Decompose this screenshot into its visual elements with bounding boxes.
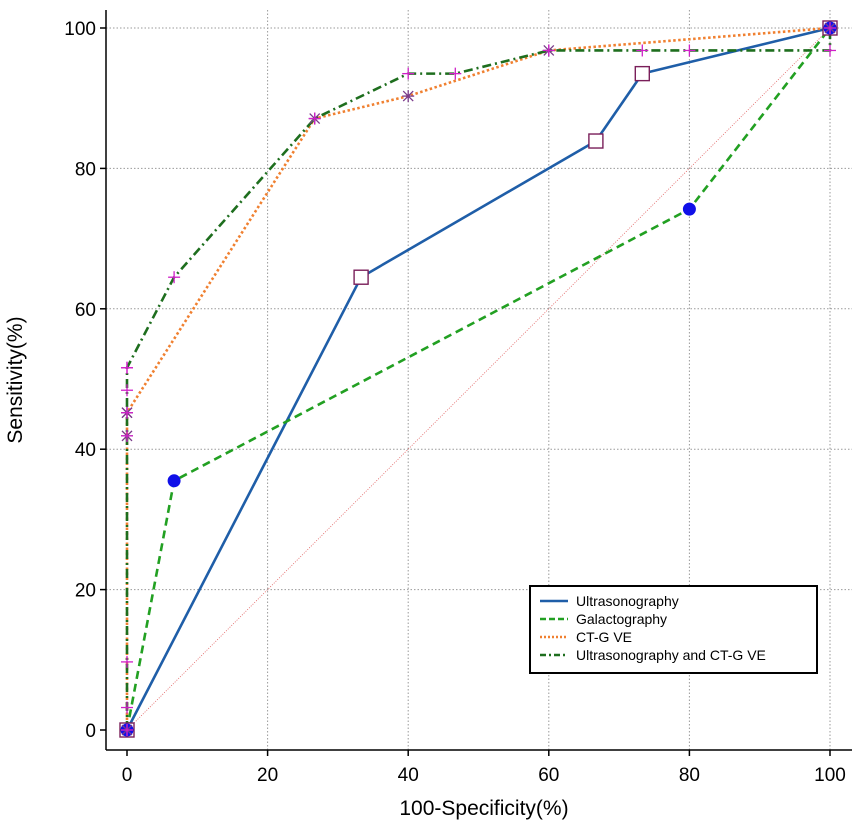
legend-label-1: Ultrasonography [576, 593, 679, 609]
x-tick-label: 40 [398, 765, 419, 786]
x-tick-label: 60 [538, 765, 559, 786]
asterisk-stroke [402, 90, 414, 102]
data-point [121, 655, 133, 668]
legend-label-4: Ultrasonography and CT-G VE [576, 647, 766, 663]
data-point [588, 133, 604, 149]
data-point [634, 65, 650, 82]
data-point [121, 701, 133, 714]
x-axis-title: 100-Specificity(%) [399, 797, 568, 820]
series-line-4 [125, 28, 832, 730]
data-point [308, 112, 321, 125]
data-point [402, 90, 415, 103]
marker-layer [119, 20, 838, 738]
y-axis-title: Sensitivity(%) [4, 316, 27, 443]
data-point [353, 269, 369, 285]
data-point [121, 384, 133, 397]
legend: Ultrasonography Galactography CT-G VE Ultra… [529, 585, 818, 674]
data-point [121, 429, 133, 442]
data-point [824, 44, 836, 57]
data-point [449, 67, 462, 80]
y-tick-label: 20 [75, 581, 96, 602]
data-point [121, 406, 133, 419]
y-tick-label: 60 [75, 300, 96, 321]
axes [100, 10, 852, 756]
data-point [636, 44, 649, 57]
data-point [121, 361, 133, 374]
data-point [542, 44, 555, 57]
x-tick-label: 100 [814, 765, 846, 786]
tick-labels: 0 20 40 60 80 100 0 20 40 60 80 100 [64, 19, 846, 786]
x-tick-label: 20 [257, 765, 278, 786]
legend-label-2: Galactography [576, 611, 667, 627]
data-point [168, 271, 181, 284]
y-tick-label: 80 [75, 159, 96, 180]
data-point [167, 474, 181, 488]
data-point [824, 22, 836, 34]
x-tick-label: 80 [679, 765, 700, 786]
data-point [683, 44, 696, 57]
reference-diagonal-line [126, 27, 831, 731]
series-line-2 [125, 27, 832, 731]
y-tick-label: 40 [75, 440, 96, 461]
y-tick-label: 100 [64, 19, 96, 40]
square-marker [634, 65, 650, 82]
x-tick-label: 0 [122, 765, 133, 786]
circle-marker [682, 202, 696, 216]
data-point [402, 67, 415, 80]
data-point [682, 202, 696, 216]
legend-label-3: CT-G VE [576, 629, 632, 645]
y-tick-label: 0 [85, 721, 96, 742]
square-marker [588, 133, 604, 149]
circle-marker [167, 474, 181, 488]
legend-box [529, 585, 818, 674]
data-point [121, 724, 133, 736]
square-marker [353, 269, 369, 285]
